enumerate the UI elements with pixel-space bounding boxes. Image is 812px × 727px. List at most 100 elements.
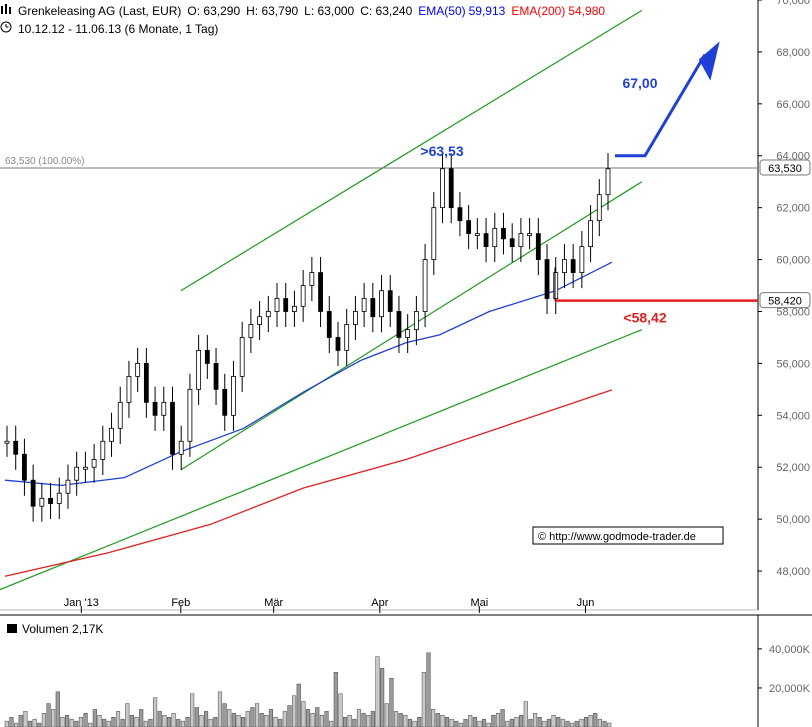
x-tick-label: Jan '13 [64,597,99,609]
chart-header: Grenkeleasing AG (Last, EUR) O: 63,290 H… [0,3,611,18]
volume-bar [375,656,380,727]
candle-body [518,233,524,247]
volume-bar [440,715,445,727]
candle-body [13,440,19,455]
breakout-annotation: >63,53 [420,143,463,159]
candle-body [535,233,541,260]
volume-bar [500,709,505,727]
candle-body [74,466,80,481]
volume-bar [199,715,204,727]
volume-y-tick-label: 40,000K [769,644,811,656]
volume-bar [352,718,357,727]
volume-bar [570,722,575,727]
volume-bar [315,707,320,727]
volume-bar [139,709,144,727]
ema50-value: 59,913 [468,3,506,18]
volume-bar [259,713,264,727]
volume-bar [236,715,241,727]
candle-body [204,350,210,364]
volume-bar [254,703,260,727]
volume-bar [69,718,74,727]
volume-bar [486,722,491,727]
volume-bar [180,720,185,727]
candle-body [161,401,167,416]
candle-body [292,305,297,312]
candle-body [492,228,498,247]
candle-body [457,207,463,222]
candle-body [126,375,132,403]
volume-bar [366,715,371,727]
candle-body [65,479,71,494]
volume-bar [454,720,459,727]
candle-body [283,298,289,312]
candle-body [483,233,489,247]
volume-bar [148,718,153,727]
volume-bar [310,713,315,727]
candle-body [48,497,53,504]
volume-bar [241,716,246,727]
candle-body [117,401,123,429]
candle-body [100,440,106,460]
x-tick-label: Apr [371,597,388,609]
chart-title: Grenkeleasing AG (Last, EUR) [18,3,182,18]
volume-bar [495,713,501,727]
volume-bar [64,715,70,727]
volume-bar [282,711,287,727]
volume-bar [393,711,399,727]
high-value: H: 63,790 [246,3,299,18]
volume-bar [551,715,556,727]
volume-bar [287,705,292,727]
candle-body [326,311,332,338]
volume-bar [51,709,56,727]
volume-bar [417,716,422,727]
target-arrow-line [615,53,707,158]
volume-bar [305,709,311,727]
volume-bar [273,716,278,727]
volume-icon [7,624,17,633]
volume-bar [97,715,102,727]
volume-bar [329,720,334,727]
volume-bar [14,722,19,727]
candle-body [562,259,567,273]
candle-body [300,285,306,307]
candle-body [527,233,533,237]
volume-bar [18,715,23,727]
candle-body [22,453,27,481]
candle-body [178,440,184,455]
trend-channel-line [0,329,643,591]
y-tick-label: 66,000 [776,99,810,111]
volume-bar [546,718,552,727]
volume-bar [27,720,33,727]
candle-body [187,388,193,442]
candle-body [570,259,576,273]
y-tick-label: 54,000 [776,410,810,422]
y-tick-label: 52,000 [776,462,810,474]
candle-body [413,311,419,331]
candle-body [353,311,358,325]
volume-bar [338,693,343,727]
candle-body [405,329,411,338]
trend-channel-line [180,181,643,471]
volume-bar [542,720,547,727]
volume-bar [435,713,440,727]
volume-bar [264,715,269,727]
volume-bar [245,711,250,727]
volume-bar [472,716,477,727]
y-tick-label: 48,000 [776,566,810,578]
candle-body [56,492,62,504]
candle-body [248,324,254,338]
y-tick-label: 50,000 [776,514,810,526]
volume-bar [468,715,473,727]
y-tick-label: 60,000 [776,255,810,267]
chart-range: 10.12.12 - 11.06.13 (6 Monate, 1 Tag) [0,21,224,36]
volume-bar [458,722,463,727]
ema50-label: EMA(50) [418,3,466,18]
volume-bar [528,718,533,727]
volume-bar [361,713,366,727]
volume-bar [106,720,111,727]
clock-icon [0,21,12,36]
volume-bar [449,718,454,727]
volume-bar [74,720,79,727]
price-tag-box [759,159,811,176]
